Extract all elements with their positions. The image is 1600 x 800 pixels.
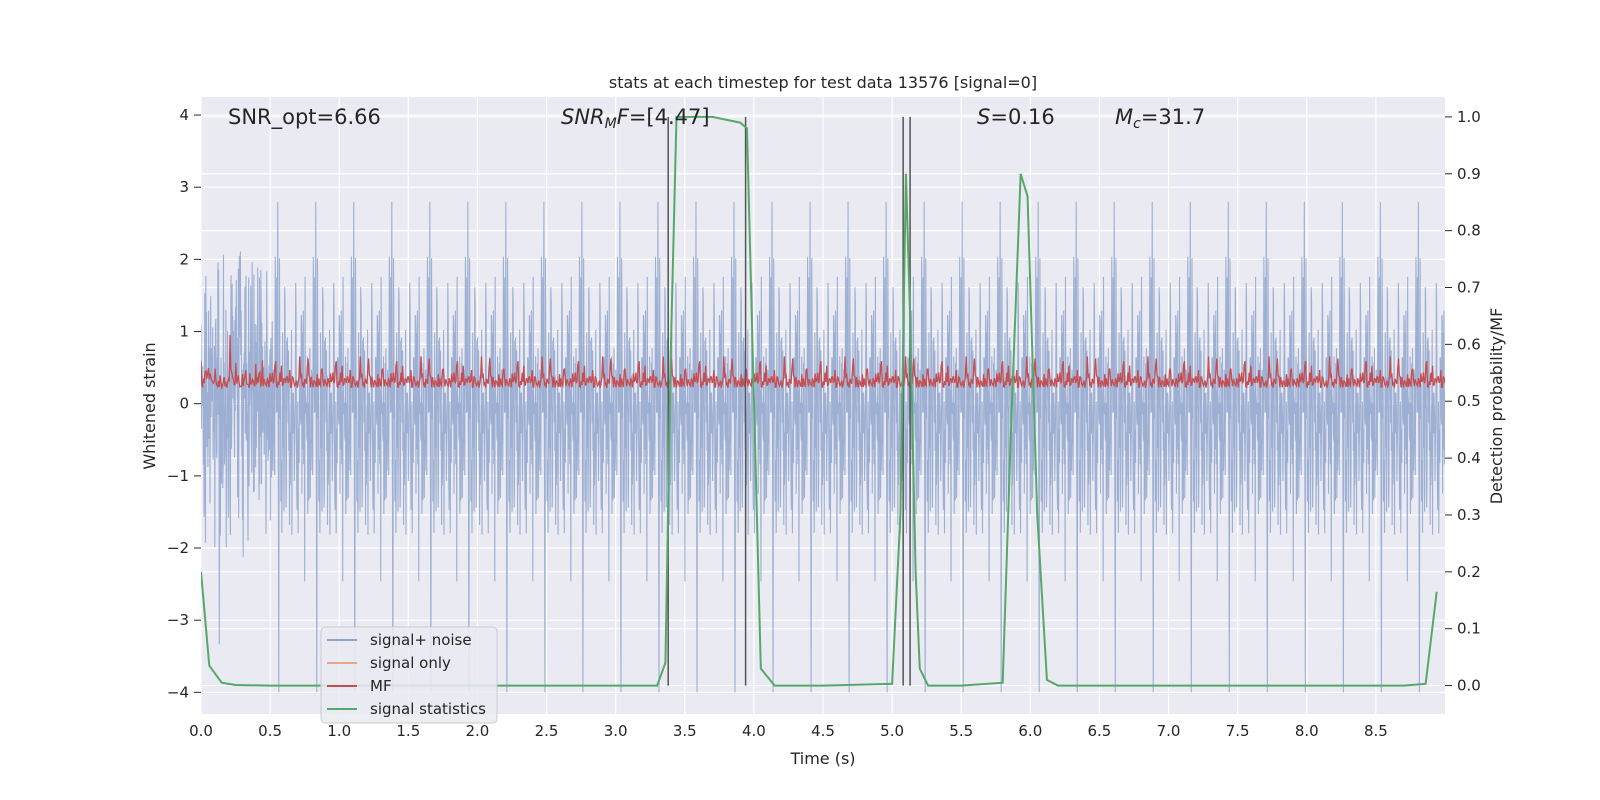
annotation-mc-symbol: M bbox=[1115, 105, 1133, 129]
x-tick-label: 1.5 bbox=[396, 722, 420, 740]
x-tick-label: 5.0 bbox=[880, 722, 904, 740]
mf-line bbox=[201, 335, 1445, 391]
x-tick-label: 7.0 bbox=[1157, 722, 1181, 740]
annotation-s-symbol: S bbox=[977, 105, 990, 129]
x-tick-label: 0.0 bbox=[189, 722, 213, 740]
y2-tick-label: 0.7 bbox=[1457, 279, 1481, 297]
x-tick-label: 2.5 bbox=[535, 722, 559, 740]
y2-tick-label: 0.3 bbox=[1457, 506, 1481, 524]
legend-box bbox=[320, 626, 498, 724]
legend-label-signal-only: signal only bbox=[370, 654, 451, 672]
y2-tick-label: 0.0 bbox=[1457, 677, 1481, 695]
legend-label-mf: MF bbox=[370, 677, 392, 695]
y-tick-label: 3 bbox=[179, 178, 189, 196]
legend: signal+ noise signal only MF signal stat… bbox=[320, 626, 498, 724]
x-tick-label: 6.5 bbox=[1088, 722, 1112, 740]
annotation-s-value: =0.16 bbox=[990, 105, 1054, 129]
y2-axis-label: Detection probability/MF bbox=[1487, 308, 1506, 505]
y-tick-label: −3 bbox=[167, 611, 189, 629]
x-tick-label: 8.0 bbox=[1295, 722, 1319, 740]
annotation-snr-mf-subscript: M bbox=[605, 116, 617, 132]
series-mf bbox=[201, 335, 1445, 391]
annotation-snr-mf-value: =[4.47] bbox=[629, 105, 710, 129]
y-tick-label: 2 bbox=[179, 250, 189, 268]
x-tick-label: 3.5 bbox=[673, 722, 697, 740]
annotation-snr-opt: SNR_opt=6.66 bbox=[228, 105, 381, 130]
y2-tick-label: 0.2 bbox=[1457, 563, 1481, 581]
y-tick-label: −4 bbox=[167, 683, 189, 701]
y2-tick-label: 0.5 bbox=[1457, 392, 1481, 410]
x-tick-label: 2.0 bbox=[466, 722, 490, 740]
x-tick-label: 7.5 bbox=[1226, 722, 1250, 740]
x-tick-label: 1.0 bbox=[327, 722, 351, 740]
annotation-mc-value: =31.7 bbox=[1141, 105, 1205, 129]
y2-tick-label: 0.6 bbox=[1457, 335, 1481, 353]
x-tick-label: 8.5 bbox=[1364, 722, 1388, 740]
y2-tick-label: 0.8 bbox=[1457, 222, 1481, 240]
x-tick-label: 4.0 bbox=[742, 722, 766, 740]
x-tick-label: 5.5 bbox=[949, 722, 973, 740]
legend-label-signal-noise: signal+ noise bbox=[370, 631, 472, 649]
x-axis-ticks: 0.0 0.5 1.0 1.5 2.0 2.5 3.0 3.5 4.0 4.5 5.0 5.5 6.0 6… bbox=[189, 722, 1388, 740]
annotation-s: S=0.16 bbox=[977, 105, 1055, 129]
y-tick-label: −2 bbox=[167, 539, 189, 557]
y-tick-label: 4 bbox=[179, 106, 189, 124]
annotation-mc-subscript: c bbox=[1133, 116, 1141, 132]
y2-tick-label: 1.0 bbox=[1457, 108, 1481, 126]
annotation-snr-mf-symbol: SNR bbox=[561, 105, 605, 129]
signal-noise-line bbox=[201, 201, 1445, 693]
y2-tick-label: 0.1 bbox=[1457, 620, 1481, 638]
legend-label-signal-statistics: signal statistics bbox=[370, 700, 486, 718]
x-axis-label: Time (s) bbox=[789, 749, 855, 768]
y2-axis-ticks: 0.0 0.1 0.2 0.3 0.4 0.5 0.6 0.7 0.8 0.9 1.0 bbox=[1445, 108, 1481, 695]
y-axis-ticks: −4 −3 −2 −1 0 1 2 3 4 bbox=[167, 106, 201, 701]
annotation-snr-mf: SNRMF=[4.47] bbox=[561, 105, 710, 132]
chart-title: stats at each timestep for test data 135… bbox=[609, 73, 1037, 92]
annotation-mc: Mc=31.7 bbox=[1115, 105, 1205, 132]
y2-tick-label: 0.4 bbox=[1457, 449, 1481, 467]
x-tick-label: 4.5 bbox=[811, 722, 835, 740]
y-tick-label: −1 bbox=[167, 467, 189, 485]
series-signal-statistics bbox=[201, 115, 1438, 687]
series-signal-noise bbox=[201, 201, 1445, 693]
plot-area bbox=[201, 115, 1445, 693]
x-tick-label: 0.5 bbox=[258, 722, 282, 740]
y2-tick-label: 0.9 bbox=[1457, 165, 1481, 183]
signal-statistics-line bbox=[201, 115, 1438, 687]
y-tick-label: 1 bbox=[179, 323, 189, 341]
y-axis-label: Whitened strain bbox=[140, 342, 159, 469]
x-tick-label: 3.0 bbox=[604, 722, 628, 740]
x-tick-label: 6.0 bbox=[1018, 722, 1042, 740]
y-tick-label: 0 bbox=[179, 395, 189, 413]
annotation-snr-mf-letter: F bbox=[617, 105, 630, 129]
